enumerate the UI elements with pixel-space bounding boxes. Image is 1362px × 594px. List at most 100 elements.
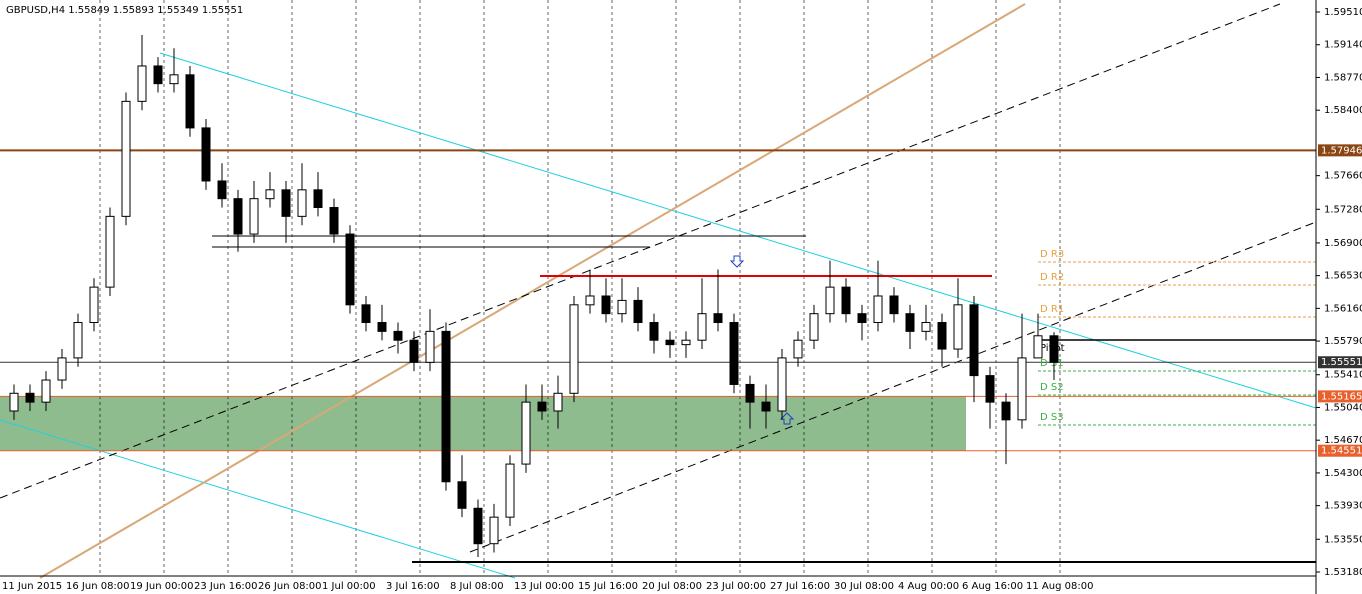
demand-zone [0,396,966,451]
candle-body [473,507,483,545]
pivot-label: D R2 [1040,272,1064,283]
candle-body [617,299,627,315]
candle-body [377,322,387,332]
up-arrow [779,412,795,425]
x-tick-label: 11 Jun 2015 [2,581,62,592]
candle-body [489,516,499,545]
y-tick-label: 1.56530 [1324,271,1362,282]
y-tick-label: 1.58770 [1324,72,1362,83]
zone-layer [0,0,1061,576]
x-tick-label: 6 Aug 16:00 [962,581,1023,592]
candle-body [681,339,691,346]
pivot-label: D R1 [1040,304,1064,315]
candle-body [585,295,595,306]
pivot-label: D R3 [1040,249,1064,260]
candle-body [633,299,643,324]
x-tick-label: 20 Jul 08:00 [642,581,702,592]
candle-body [361,304,371,324]
candle-body [713,313,723,324]
trend-line [0,419,516,579]
candle-body [313,189,323,209]
drawings [0,3,1317,579]
x-tick-label: 23 Jul 00:00 [706,581,766,592]
y-tick-label: 1.59510 [1324,7,1362,18]
candle-body [761,401,771,412]
candle-body [73,322,83,359]
candle-body [169,74,179,85]
candle-body [953,304,963,350]
y-tick-label: 1.57660 [1324,171,1362,182]
candle-body [825,286,835,315]
candle-body [889,295,899,315]
x-tick-label: 23 Jun 16:00 [194,581,258,592]
candle-body [569,304,579,394]
candle-body [649,322,659,341]
candle-body [729,322,739,385]
x-tick-label: 4 Aug 00:00 [898,581,959,592]
candle-body [921,322,931,332]
level-box [1318,444,1362,457]
candle-body [281,189,291,217]
candle-body [521,401,531,465]
x-tick-label: 16 Jun 08:00 [66,581,130,592]
candle-body [233,198,243,235]
x-tick-label: 3 Jul 16:00 [386,581,440,592]
x-tick-label: 13 Jul 00:00 [514,581,574,592]
candle-body [841,286,851,315]
candle-body [185,74,195,129]
y-tick-label: 1.57280 [1324,204,1362,215]
down-arrow [729,255,745,268]
candle-body [329,207,339,235]
candle-body [297,189,307,217]
candle-body [89,286,99,324]
candle-body [905,313,915,332]
candle-body [425,330,435,363]
candle-body [1017,357,1027,421]
candle-body [1033,335,1043,359]
candle-body [137,65,147,102]
x-tick-label: 1 Jul 00:00 [322,581,376,592]
y-tick-label: 1.56900 [1324,238,1362,249]
y-tick-label: 1.53930 [1324,501,1362,512]
x-tick-label: 11 Aug 08:00 [1026,581,1093,592]
candle-body [969,304,979,377]
x-tick-label: 30 Jul 08:00 [834,581,894,592]
pivot-label: D S3 [1040,412,1064,423]
chart-title: GBPUSD,H4 1.55849 1.55893 1.55349 1.5555… [6,5,243,16]
candle-body [25,392,35,403]
y-tick-label: 1.53180 [1324,567,1362,578]
trend-line [159,52,1317,409]
candle-body [505,463,515,518]
candle-body [393,330,403,341]
level-label: 1.57946 [1321,145,1362,156]
level-label: 1.54551 [1321,446,1362,457]
candle-body [57,357,67,381]
candle-body [777,357,787,412]
candle-body [9,392,19,412]
y-tick-label: 1.56160 [1324,303,1362,314]
x-tick-label: 8 Jul 08:00 [450,581,504,592]
candle-body [937,322,947,350]
candle-body [105,215,115,288]
candle-body [793,339,803,359]
y-tick-label: 1.58400 [1324,105,1362,116]
candle-body [1049,335,1059,363]
candle-body [201,127,211,182]
y-tick-label: 1.59140 [1324,40,1362,51]
pivot-label: D S1 [1040,358,1064,369]
candle-body [665,339,675,346]
y-tick-label: 1.54670 [1324,435,1362,446]
candle-body [873,295,883,324]
candle-body [265,189,275,200]
candle-body [409,339,419,363]
candle-body [249,198,259,235]
candle-body [121,100,131,217]
candle-body [697,313,707,341]
x-tick-label: 19 Jun 00:00 [130,581,194,592]
trend-line [39,3,1026,579]
x-tick-label: 27 Jul 16:00 [770,581,830,592]
channel-line [0,3,1281,499]
candle-body [553,392,563,412]
y-tick-label: 1.55040 [1324,402,1362,413]
